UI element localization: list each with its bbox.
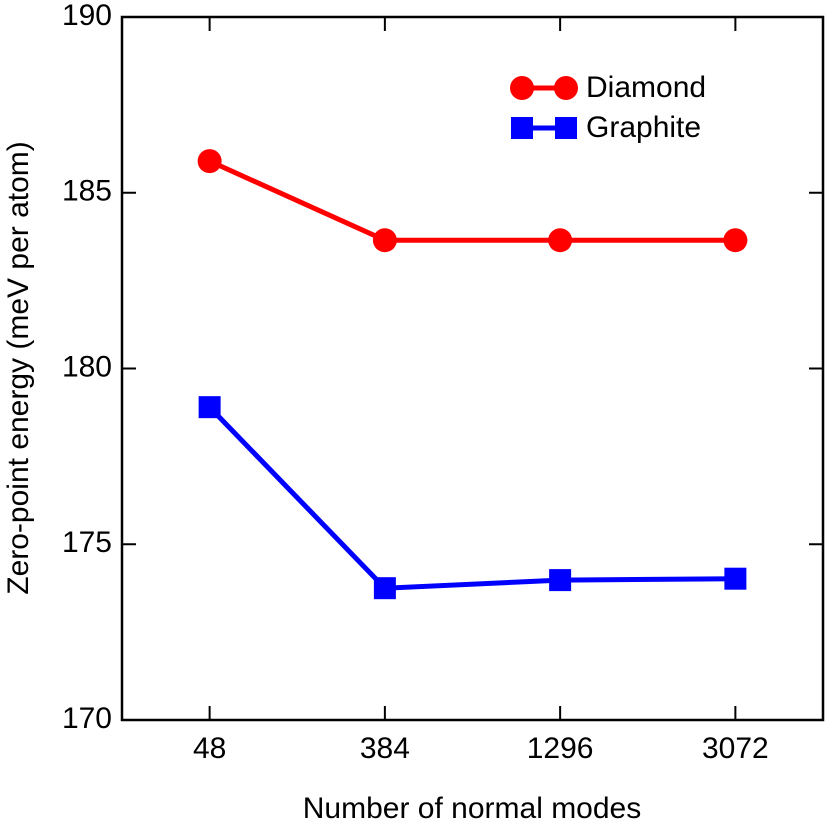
legend-label: Graphite xyxy=(586,111,701,144)
y-tick-label: 190 xyxy=(62,0,112,32)
x-tick-label: 1296 xyxy=(527,732,594,765)
legend-marker xyxy=(510,76,534,100)
data-point xyxy=(373,577,396,600)
plot-frame xyxy=(120,15,825,722)
data-point xyxy=(372,228,397,253)
data-point xyxy=(724,567,747,590)
x-tick-label: 3072 xyxy=(702,732,769,765)
y-tick-label: 185 xyxy=(62,175,112,208)
y-tick-label: 175 xyxy=(62,526,112,559)
data-point xyxy=(549,569,572,592)
x-tick-label: 48 xyxy=(193,732,226,765)
legend-marker xyxy=(554,76,578,100)
y-axis-label: Zero-point energy (meV per atom) xyxy=(2,141,35,595)
legend-label: Diamond xyxy=(586,71,706,104)
data-point xyxy=(198,396,221,419)
series-line xyxy=(207,405,736,591)
data-point xyxy=(723,228,748,253)
x-tick-label: 384 xyxy=(360,732,410,765)
legend-marker xyxy=(511,117,533,139)
x-axis-label: Number of normal modes xyxy=(303,792,641,825)
data-point xyxy=(197,149,222,174)
legend-marker xyxy=(555,117,577,139)
series-line xyxy=(208,158,736,243)
y-tick-label: 170 xyxy=(62,702,112,735)
data-point xyxy=(548,228,573,253)
y-tick-label: 180 xyxy=(62,350,112,383)
